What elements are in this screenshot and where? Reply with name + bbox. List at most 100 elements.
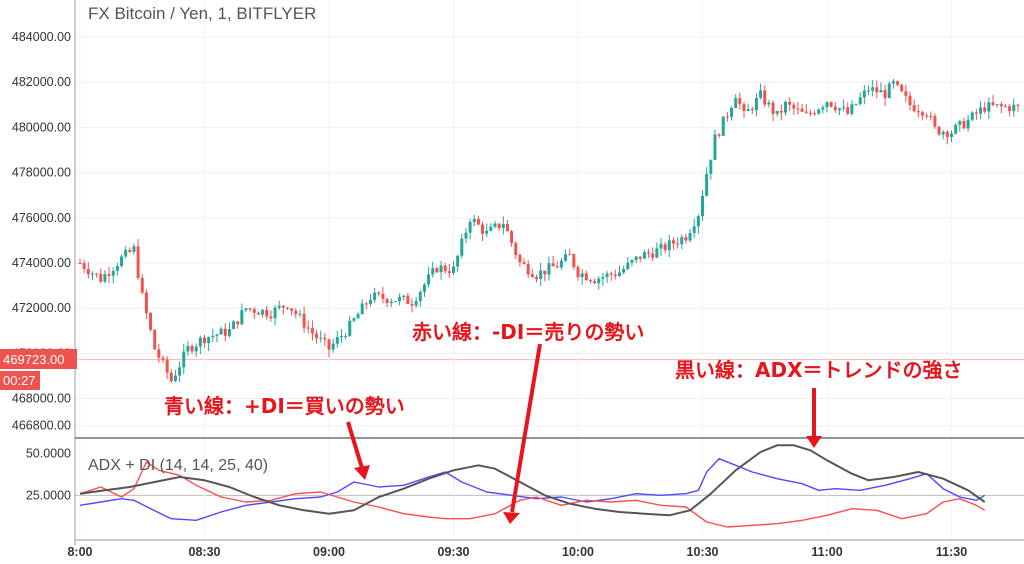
candle-body <box>671 240 675 244</box>
candle-body <box>277 305 281 308</box>
candle-body <box>132 246 136 252</box>
candle-body <box>788 101 792 105</box>
candle-body <box>319 337 323 339</box>
candle-body <box>688 232 692 241</box>
annotation-blue-line: 青い線：+DI＝買いの勢い <box>164 394 405 418</box>
candle-body <box>842 107 846 109</box>
candle-body <box>572 254 576 268</box>
candle-body <box>356 314 360 319</box>
candle-body <box>315 333 319 338</box>
candle-body <box>891 81 895 84</box>
candle-body <box>659 244 663 249</box>
time-tick-label: 08:30 <box>189 545 221 559</box>
candle-body <box>393 301 397 303</box>
candle-body <box>78 263 82 264</box>
candle-body <box>460 238 464 256</box>
candle-body <box>966 119 970 129</box>
candle-body <box>302 313 306 328</box>
candle-body <box>360 303 364 315</box>
candle-body <box>535 277 538 279</box>
candle-body <box>364 303 368 305</box>
candle-body <box>709 159 713 174</box>
candle-body <box>584 273 588 281</box>
time-tick-label: 10:30 <box>687 545 719 559</box>
candle-body <box>692 226 696 233</box>
candle-body <box>526 264 530 275</box>
candle-body <box>178 367 182 376</box>
price-tick-label: 482000.00 <box>12 75 71 89</box>
candle-body <box>771 102 775 114</box>
candle-body <box>169 372 173 382</box>
candle-body <box>642 252 646 259</box>
axes: 484000.00 482000.00 480000.00 478000.00 4760… <box>12 0 1024 559</box>
candle-body <box>128 249 132 252</box>
candle-body <box>813 113 817 115</box>
annotation-red-line: 赤い線：-DI＝売りの勢い <box>412 320 644 344</box>
candle-body <box>385 298 389 304</box>
candle-body <box>203 337 206 344</box>
candle-body <box>862 90 866 98</box>
candle-body <box>194 346 198 352</box>
candle-body <box>497 223 501 229</box>
candle-body <box>286 307 289 309</box>
candle-body <box>439 265 443 273</box>
candle-body <box>182 351 186 368</box>
candle-body <box>219 328 223 335</box>
candle-body <box>721 116 725 136</box>
candlesticks <box>78 79 1020 384</box>
candle-body <box>821 107 825 110</box>
candle-body <box>568 254 572 256</box>
candle-body <box>518 254 522 263</box>
candle-body <box>875 87 879 93</box>
candle-body <box>779 111 783 113</box>
indicator-title: ADX + DI (14, 14, 25, 40) <box>88 457 268 474</box>
arrowhead-red-line <box>503 512 520 524</box>
candle-body <box>593 281 597 284</box>
candle-body <box>705 173 709 196</box>
candle-body <box>792 104 796 109</box>
candle-body <box>991 102 995 106</box>
candle-body <box>725 116 729 118</box>
price-tick-label: 478000.00 <box>12 166 71 180</box>
candle-body <box>431 268 435 275</box>
candle-body <box>248 308 252 310</box>
candle-body <box>547 263 551 275</box>
candle-body <box>597 278 601 284</box>
candle-body <box>804 111 808 113</box>
candle-body <box>406 295 410 304</box>
candle-body <box>476 219 480 225</box>
candle-body <box>738 98 742 105</box>
candle-body <box>601 277 605 279</box>
candle-body <box>273 307 277 319</box>
candle-body <box>165 359 169 373</box>
candle-body <box>896 81 900 85</box>
candle-body <box>294 310 298 315</box>
candle-body <box>252 309 256 313</box>
candle-body <box>373 292 377 300</box>
candle-body <box>564 254 568 261</box>
candle-body <box>696 216 700 227</box>
candle-body <box>456 255 460 267</box>
candle-body <box>464 232 468 239</box>
candle-body <box>530 274 534 278</box>
candle-body <box>485 230 489 234</box>
candle-body <box>190 346 194 352</box>
candle-body <box>663 244 667 251</box>
candle-body <box>730 107 734 117</box>
candle-body <box>256 312 260 315</box>
candle-body <box>543 270 547 275</box>
candle-body <box>136 246 140 278</box>
candle-body <box>381 293 385 299</box>
candle-body <box>655 248 659 258</box>
candle-body <box>120 256 123 267</box>
candle-body <box>759 90 763 98</box>
candle-body <box>825 102 829 108</box>
current-price-label: 469723.00 <box>3 352 64 367</box>
candle-body <box>717 134 721 136</box>
candle-body <box>817 109 821 114</box>
candle-body <box>323 337 327 340</box>
candle-body <box>979 107 983 114</box>
candle-body <box>481 224 485 234</box>
candle-body <box>950 133 953 137</box>
candle-body <box>588 280 592 282</box>
